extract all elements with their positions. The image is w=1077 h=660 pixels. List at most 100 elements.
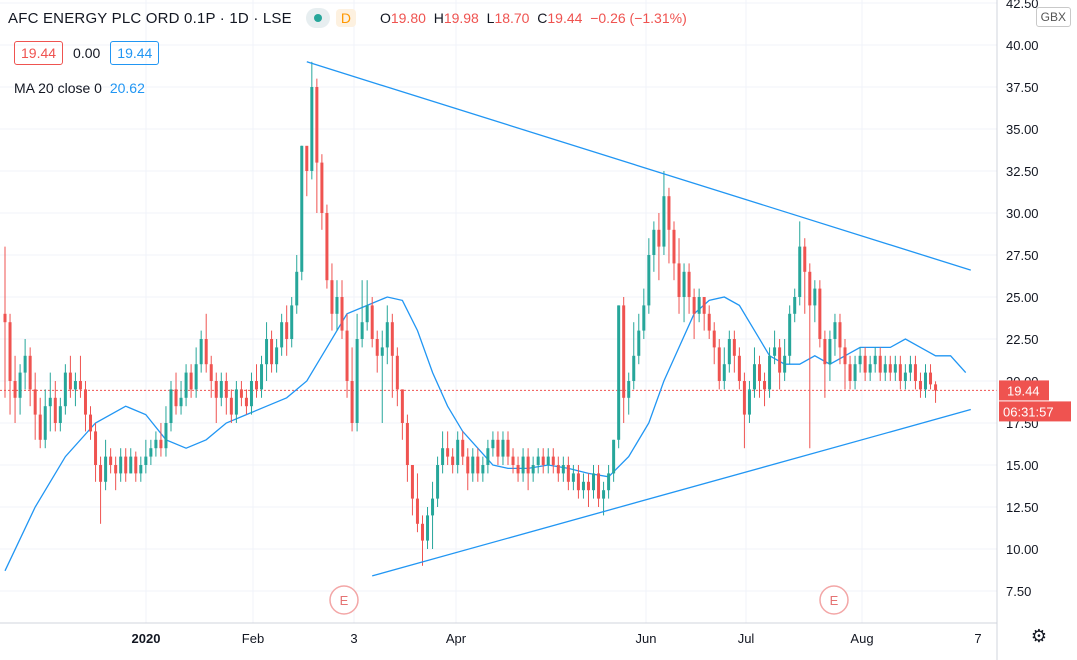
candle xyxy=(496,439,500,457)
symbol-title[interactable]: AFC ENERGY PLC ORD 0.1P · 1D · LSE xyxy=(8,9,292,27)
candle xyxy=(234,389,238,415)
candle xyxy=(415,498,419,524)
x-tick-label: Feb xyxy=(242,631,264,646)
candle xyxy=(481,465,485,474)
ohlc-values: O19.80 H19.98 L18.70 C19.44 −0.26 (−1.31… xyxy=(380,10,687,26)
candle xyxy=(390,322,394,356)
candle xyxy=(888,364,892,373)
candle xyxy=(883,364,887,373)
gear-icon[interactable]: ⚙ xyxy=(1030,626,1047,646)
candle xyxy=(561,465,565,474)
candle xyxy=(793,297,797,314)
candle xyxy=(265,339,269,365)
x-tick-label: Aug xyxy=(850,631,873,646)
last-price-label: 19.44 06:31:57 xyxy=(999,380,1071,422)
candle xyxy=(58,406,62,423)
candle xyxy=(511,456,515,465)
candle xyxy=(592,473,596,491)
high-value: 19.98 xyxy=(443,10,479,26)
candle xyxy=(838,322,842,348)
candle xyxy=(380,347,384,356)
candle xyxy=(903,372,907,381)
candle xyxy=(662,196,666,247)
candle xyxy=(622,305,626,398)
candle xyxy=(602,490,606,499)
candle xyxy=(798,246,802,297)
candle xyxy=(219,381,223,398)
candle xyxy=(687,271,691,297)
candle xyxy=(858,355,862,365)
candle xyxy=(420,523,424,541)
candle xyxy=(451,456,455,465)
market-status-icon[interactable] xyxy=(305,8,330,28)
candle xyxy=(345,330,349,381)
candle xyxy=(285,322,289,339)
candle xyxy=(139,465,143,474)
candle xyxy=(94,431,98,465)
y-tick-label: 40.00 xyxy=(1006,38,1039,53)
delayed-badge[interactable]: D xyxy=(335,9,356,27)
candle xyxy=(169,389,173,423)
candle xyxy=(340,297,344,331)
trendlines-layer xyxy=(306,61,971,577)
candle xyxy=(747,389,751,415)
y-tick-label: 42.50 xyxy=(1006,0,1039,11)
candle xyxy=(315,87,319,163)
candle xyxy=(597,473,601,499)
y-tick-label: 30.00 xyxy=(1006,206,1039,221)
candle xyxy=(114,465,118,474)
candle xyxy=(441,448,445,465)
candle xyxy=(104,456,108,482)
candle xyxy=(109,456,113,465)
price-boxes: 19.44 0.00 19.44 xyxy=(14,41,160,65)
candle xyxy=(768,355,772,390)
candle xyxy=(63,372,67,407)
candle xyxy=(677,263,681,297)
y-axis: 7.5010.0012.5015.0017.5020.0022.5025.002… xyxy=(1006,0,1039,599)
candle xyxy=(400,389,404,423)
candle xyxy=(717,347,721,381)
buy-price-box[interactable]: 19.44 xyxy=(110,41,160,65)
indicator-legend[interactable]: MA 20 close 0 20.62 xyxy=(14,80,145,96)
candle xyxy=(270,339,274,365)
indicator-label: MA 20 close 0 xyxy=(14,80,102,96)
candle xyxy=(868,364,872,373)
candle xyxy=(732,339,736,356)
candle xyxy=(848,364,852,381)
candle xyxy=(350,381,354,423)
candle xyxy=(536,456,540,465)
candle xyxy=(199,339,203,365)
candle xyxy=(164,423,168,449)
countdown-text: 06:31:57 xyxy=(1003,404,1054,419)
candle xyxy=(426,515,430,541)
candle xyxy=(83,389,87,415)
candle xyxy=(395,355,399,390)
candle xyxy=(571,473,575,482)
candle xyxy=(28,355,32,390)
close-label: C xyxy=(537,10,548,26)
close-value: 19.44 xyxy=(547,10,583,26)
earnings-marker-label: E xyxy=(830,593,839,608)
candle xyxy=(808,271,812,306)
sell-price-box[interactable]: 19.44 xyxy=(14,41,64,65)
candle xyxy=(682,271,686,297)
candle xyxy=(53,397,57,423)
change-value: −0.26 (−1.31%) xyxy=(590,10,687,26)
x-tick-label: Jul xyxy=(738,631,755,646)
candle xyxy=(436,465,440,499)
candle xyxy=(531,465,535,474)
candle xyxy=(566,465,570,482)
candle xyxy=(134,456,138,474)
candle xyxy=(617,305,621,440)
candle xyxy=(712,330,716,348)
candle xyxy=(3,313,7,323)
y-tick-label: 25.00 xyxy=(1006,290,1039,305)
currency-label[interactable]: GBX xyxy=(1035,7,1071,27)
candle xyxy=(18,372,22,398)
candle xyxy=(491,439,495,449)
candle xyxy=(23,355,27,373)
candle xyxy=(873,355,877,365)
candle xyxy=(260,364,264,390)
